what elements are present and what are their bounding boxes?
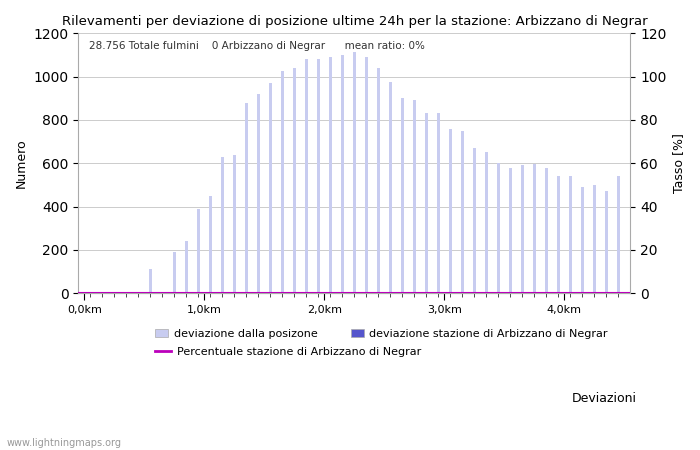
Legend: Percentuale stazione di Arbizzano di Negrar: Percentuale stazione di Arbizzano di Neg… bbox=[150, 343, 426, 362]
Bar bbox=[593, 185, 596, 293]
Y-axis label: Tasso [%]: Tasso [%] bbox=[672, 133, 685, 193]
Bar bbox=[341, 55, 344, 293]
Bar bbox=[173, 252, 176, 293]
Bar bbox=[257, 94, 260, 293]
Bar bbox=[557, 176, 560, 293]
Bar bbox=[545, 167, 548, 293]
Bar bbox=[581, 187, 584, 293]
Bar bbox=[101, 292, 104, 293]
Bar bbox=[209, 196, 212, 293]
Bar bbox=[281, 71, 284, 293]
Bar bbox=[401, 98, 404, 293]
Bar bbox=[461, 131, 464, 293]
Bar bbox=[449, 129, 452, 293]
Bar bbox=[353, 52, 356, 293]
Bar bbox=[125, 292, 128, 293]
Bar bbox=[161, 292, 164, 293]
Bar bbox=[185, 241, 188, 293]
Bar bbox=[305, 59, 308, 293]
Text: 28.756 Totale fulmini    0 Arbizzano di Negrar      mean ratio: 0%: 28.756 Totale fulmini 0 Arbizzano di Neg… bbox=[90, 41, 426, 51]
Bar bbox=[329, 57, 332, 293]
Bar bbox=[437, 113, 440, 293]
Y-axis label: Numero: Numero bbox=[15, 139, 28, 188]
Bar bbox=[605, 191, 608, 293]
Bar bbox=[317, 59, 320, 293]
Bar bbox=[425, 113, 428, 293]
Bar bbox=[197, 209, 200, 293]
Bar bbox=[533, 164, 536, 293]
Bar bbox=[245, 103, 248, 293]
Bar bbox=[149, 270, 152, 293]
Bar bbox=[113, 292, 116, 293]
Bar bbox=[389, 82, 392, 293]
Text: Deviazioni: Deviazioni bbox=[572, 392, 637, 405]
Bar bbox=[89, 292, 92, 293]
Bar bbox=[221, 157, 224, 293]
Bar bbox=[413, 100, 416, 293]
Bar bbox=[233, 155, 236, 293]
Bar bbox=[365, 57, 368, 293]
Bar bbox=[269, 83, 272, 293]
Text: www.lightningmaps.org: www.lightningmaps.org bbox=[7, 438, 122, 448]
Bar bbox=[293, 68, 296, 293]
Bar bbox=[473, 148, 476, 293]
Bar bbox=[521, 166, 524, 293]
Bar bbox=[569, 176, 572, 293]
Bar bbox=[497, 163, 500, 293]
Bar bbox=[509, 167, 512, 293]
Bar bbox=[617, 176, 620, 293]
Bar bbox=[137, 292, 140, 293]
Bar bbox=[377, 68, 380, 293]
Title: Rilevamenti per deviazione di posizione ultime 24h per la stazione: Arbizzano di: Rilevamenti per deviazione di posizione … bbox=[62, 15, 648, 28]
Bar bbox=[485, 153, 488, 293]
